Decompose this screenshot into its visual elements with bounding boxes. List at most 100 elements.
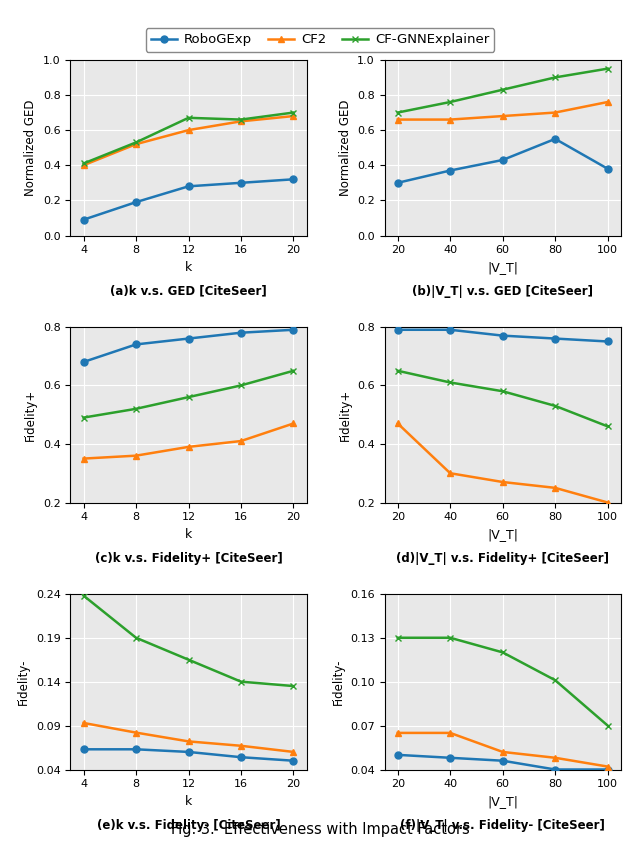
RoboGExp <box>394 750 401 760</box>
Line: CF-GNNExplainer: CF-GNNExplainer <box>394 634 611 729</box>
Line: CF-GNNExplainer: CF-GNNExplainer <box>80 593 297 689</box>
RoboGExp <box>185 181 193 192</box>
X-axis label: |V_T|: |V_T| <box>487 795 518 808</box>
CF2 <box>394 418 401 428</box>
RoboGExp <box>394 178 401 188</box>
RoboGExp <box>80 215 88 225</box>
CF2 <box>132 139 140 150</box>
CF-GNNExplainer <box>604 422 611 432</box>
CF2 <box>80 160 88 170</box>
CF2 <box>80 453 88 463</box>
CF-GNNExplainer <box>604 721 611 731</box>
RoboGExp <box>185 746 193 757</box>
Text: (e)k v.s. Fidelity- [CiteSeer]: (e)k v.s. Fidelity- [CiteSeer] <box>97 819 280 832</box>
Line: RoboGExp: RoboGExp <box>394 135 611 186</box>
RoboGExp <box>604 764 611 775</box>
RoboGExp <box>237 752 245 763</box>
CF-GNNExplainer <box>132 633 140 643</box>
CF2 <box>290 418 298 428</box>
CF-GNNExplainer <box>80 412 88 422</box>
CF-GNNExplainer <box>290 366 298 376</box>
CF2 <box>604 762 611 772</box>
RoboGExp <box>290 174 298 185</box>
RoboGExp <box>499 155 506 165</box>
Text: (b)|V_T| v.s. GED [CiteSeer]: (b)|V_T| v.s. GED [CiteSeer] <box>412 285 593 298</box>
CF-GNNExplainer <box>185 655 193 665</box>
CF-GNNExplainer <box>185 113 193 123</box>
RoboGExp <box>132 744 140 754</box>
X-axis label: |V_T|: |V_T| <box>487 528 518 540</box>
CF-GNNExplainer <box>132 138 140 148</box>
RoboGExp <box>446 752 454 763</box>
Line: CF2: CF2 <box>80 113 297 168</box>
CF2 <box>290 111 298 121</box>
CF2 <box>446 115 454 125</box>
Line: CF2: CF2 <box>394 729 611 770</box>
Text: Fig. 3.  Effectiveness with Impact Factors: Fig. 3. Effectiveness with Impact Factor… <box>171 822 469 837</box>
CF-GNNExplainer <box>499 386 506 397</box>
CF-GNNExplainer <box>237 676 245 687</box>
RoboGExp <box>551 133 559 144</box>
Line: CF-GNNExplainer: CF-GNNExplainer <box>394 65 611 116</box>
CF-GNNExplainer <box>237 115 245 125</box>
Y-axis label: Fidelity+: Fidelity+ <box>339 388 351 441</box>
CF-GNNExplainer <box>185 392 193 402</box>
CF-GNNExplainer <box>604 63 611 74</box>
CF2 <box>499 746 506 757</box>
CF-GNNExplainer <box>290 681 298 691</box>
X-axis label: k: k <box>185 261 192 274</box>
RoboGExp <box>604 163 611 174</box>
RoboGExp <box>499 756 506 766</box>
RoboGExp <box>290 325 298 335</box>
CF-GNNExplainer <box>80 591 88 601</box>
CF2 <box>237 436 245 446</box>
Y-axis label: Fidelity-: Fidelity- <box>332 658 344 705</box>
CF2 <box>80 718 88 728</box>
Line: CF-GNNExplainer: CF-GNNExplainer <box>80 109 297 167</box>
Line: RoboGExp: RoboGExp <box>394 327 611 345</box>
CF2 <box>132 728 140 738</box>
CF2 <box>185 442 193 452</box>
RoboGExp <box>237 327 245 338</box>
CF2 <box>551 108 559 118</box>
CF2 <box>604 498 611 508</box>
CF-GNNExplainer <box>394 633 401 643</box>
Text: (c)k v.s. Fidelity+ [CiteSeer]: (c)k v.s. Fidelity+ [CiteSeer] <box>95 551 282 564</box>
Line: CF-GNNExplainer: CF-GNNExplainer <box>394 368 611 430</box>
CF2 <box>446 728 454 738</box>
RoboGExp <box>446 325 454 335</box>
Line: CF2: CF2 <box>394 420 611 506</box>
CF-GNNExplainer <box>551 73 559 83</box>
CF2 <box>185 125 193 135</box>
X-axis label: k: k <box>185 528 192 540</box>
RoboGExp <box>185 333 193 344</box>
RoboGExp <box>80 357 88 367</box>
RoboGExp <box>551 764 559 775</box>
RoboGExp <box>604 336 611 346</box>
RoboGExp <box>237 178 245 188</box>
CF-GNNExplainer <box>394 108 401 118</box>
Line: CF2: CF2 <box>394 98 611 123</box>
RoboGExp <box>446 165 454 175</box>
Text: (f)|V_T| v.s. Fidelity- [CiteSeer]: (f)|V_T| v.s. Fidelity- [CiteSeer] <box>400 819 605 832</box>
CF2 <box>394 728 401 738</box>
Text: (d)|V_T| v.s. Fidelity+ [CiteSeer]: (d)|V_T| v.s. Fidelity+ [CiteSeer] <box>396 551 609 564</box>
RoboGExp <box>551 333 559 344</box>
Line: CF2: CF2 <box>80 719 297 756</box>
RoboGExp <box>132 339 140 350</box>
CF2 <box>394 115 401 125</box>
RoboGExp <box>132 197 140 207</box>
CF2 <box>551 752 559 763</box>
CF2 <box>551 483 559 493</box>
Text: (a)k v.s. GED [CiteSeer]: (a)k v.s. GED [CiteSeer] <box>110 285 267 298</box>
X-axis label: k: k <box>185 795 192 808</box>
CF-GNNExplainer <box>80 158 88 168</box>
CF-GNNExplainer <box>551 401 559 411</box>
Y-axis label: Fidelity-: Fidelity- <box>17 658 30 705</box>
CF-GNNExplainer <box>394 366 401 376</box>
Line: RoboGExp: RoboGExp <box>80 327 297 365</box>
X-axis label: |V_T|: |V_T| <box>487 261 518 274</box>
CF-GNNExplainer <box>499 647 506 657</box>
CF2 <box>499 477 506 487</box>
CF-GNNExplainer <box>499 85 506 95</box>
